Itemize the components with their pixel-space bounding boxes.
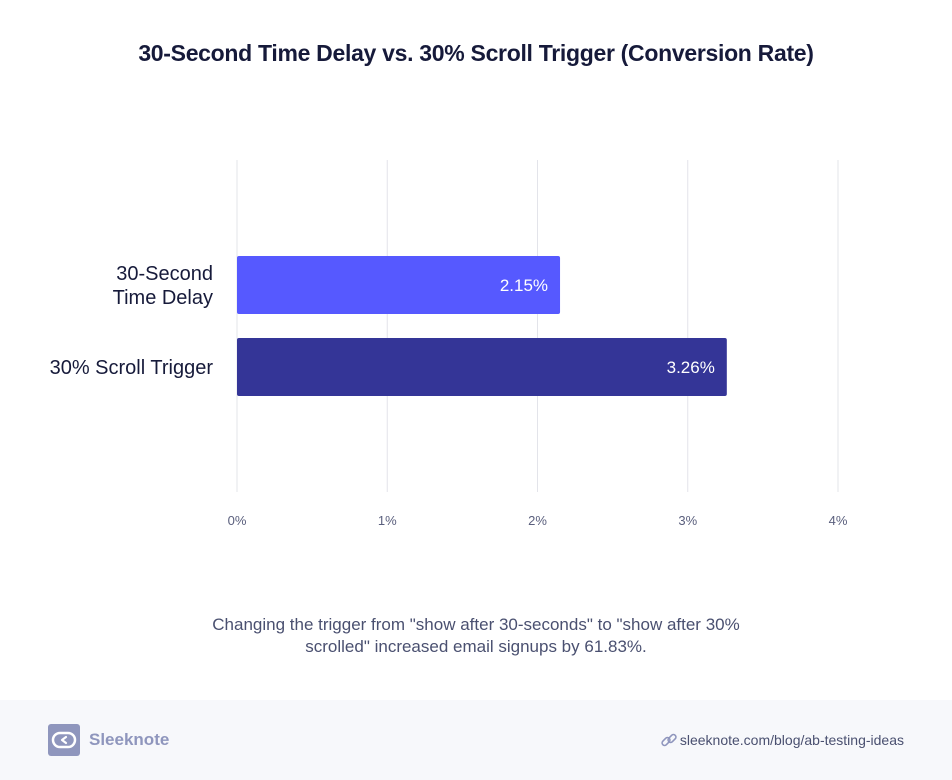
caption-line-1: Changing the trigger from "show after 30… <box>212 615 740 634</box>
x-tick-label: 4% <box>829 513 848 528</box>
chat-bubble-arrow-icon <box>48 724 80 756</box>
bars: 2.15% 3.26% <box>237 256 727 396</box>
category-label: Time Delay <box>113 287 213 309</box>
category-label: 30-Second <box>116 263 213 285</box>
chart-title: 30-Second Time Delay vs. 30% Scroll Trig… <box>138 40 814 66</box>
x-axis-ticks: 0% 1% 2% 3% 4% <box>228 513 848 528</box>
caption-line-2: scrolled" increased email signups by 61.… <box>305 637 647 656</box>
source-link[interactable]: sleeknote.com/blog/ab-testing-ideas <box>679 732 904 748</box>
category-label: 30% Scroll Trigger <box>50 357 214 379</box>
gridlines <box>236 160 839 492</box>
brand-name: Sleeknote <box>89 730 170 749</box>
bar <box>237 338 727 396</box>
bar-value-label: 2.15% <box>500 276 548 295</box>
bar <box>237 256 561 314</box>
x-tick-label: 0% <box>228 513 247 528</box>
bar-value-label: 3.26% <box>667 358 715 377</box>
link-icon <box>660 731 678 754</box>
x-tick-label: 3% <box>678 513 697 528</box>
footer: Sleeknote sleeknote.com/blog/ab-testing-… <box>0 700 952 780</box>
x-tick-label: 1% <box>378 513 397 528</box>
chart-caption: Changing the trigger from "show after 30… <box>190 614 762 658</box>
x-tick-label: 2% <box>528 513 547 528</box>
